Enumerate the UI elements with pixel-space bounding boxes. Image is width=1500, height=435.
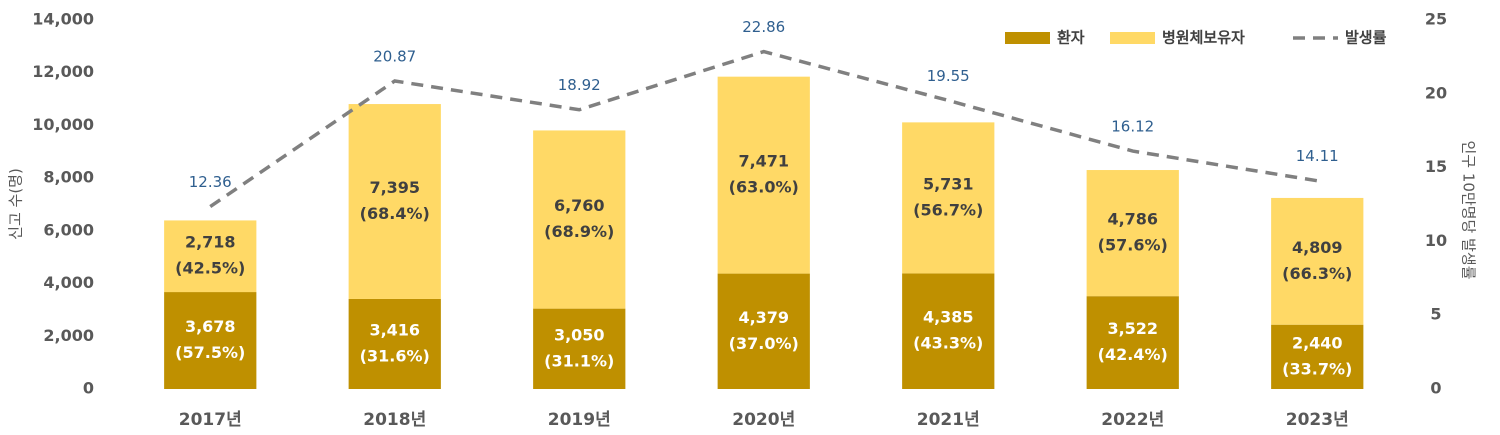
y2-axis-title: 인구 10만명당 발생률	[1460, 140, 1478, 279]
share-label: (57.5%)	[175, 343, 245, 362]
share-label: (37.0%)	[729, 334, 799, 353]
line	[209, 49, 1318, 209]
share-label: (31.1%)	[544, 351, 614, 370]
value-label: 5,731	[923, 174, 974, 193]
bar-segment	[164, 292, 257, 389]
share-label: (68.9%)	[544, 222, 614, 241]
value-label: 7,471	[738, 152, 789, 171]
x-tick-label: 2022년	[1101, 410, 1164, 430]
legend-label: 병원체보유자	[1162, 29, 1245, 47]
y-tick-label: 10,000	[32, 115, 94, 134]
x-tick-label: 2021년	[917, 410, 980, 430]
share-label: (56.7%)	[913, 200, 983, 219]
y-tick-label: 4,000	[43, 273, 94, 292]
y2-tick-label: 20	[1425, 83, 1447, 102]
share-label: (57.6%)	[1098, 236, 1168, 255]
bar-segment	[1086, 170, 1179, 297]
share-label: (42.5%)	[175, 259, 245, 278]
bar-segment	[348, 298, 441, 389]
bar-segment	[717, 76, 810, 274]
y2-tick-label: 25	[1425, 10, 1447, 29]
y-tick-label: 2,000	[43, 326, 94, 345]
x-tick-label: 2018년	[363, 410, 426, 430]
value-label: 3,416	[369, 320, 420, 339]
value-label: 3,678	[185, 317, 236, 336]
line-value-label: 20.87	[373, 47, 416, 65]
share-label: (42.4%)	[1098, 345, 1168, 364]
y2-tick-label: 15	[1425, 157, 1447, 176]
share-label: (66.3%)	[1282, 264, 1352, 283]
y2-tick-label: 5	[1430, 305, 1441, 324]
bar-segment	[902, 273, 995, 389]
y-tick-label: 12,000	[32, 62, 94, 81]
bar-segment	[717, 273, 810, 389]
share-label: (31.6%)	[360, 346, 430, 365]
x-tick-label: 2017년	[179, 410, 242, 430]
y2-tick-label: 10	[1425, 231, 1447, 250]
bar-segment	[533, 130, 626, 309]
value-label: 4,379	[738, 308, 789, 327]
value-label: 4,786	[1107, 210, 1158, 229]
bar-segment	[348, 104, 441, 299]
line-value-label: 18.92	[558, 76, 601, 94]
value-label: 3,522	[1107, 319, 1158, 338]
value-label: 2,440	[1292, 333, 1343, 352]
value-label: 6,760	[554, 196, 605, 215]
value-label: 2,718	[185, 233, 236, 252]
line-value-label: 19.55	[927, 67, 970, 85]
share-label: (33.7%)	[1282, 359, 1352, 378]
y-tick-label: 0	[83, 379, 94, 398]
legend-label: 환자	[1057, 29, 1085, 47]
bar-segment	[902, 122, 995, 274]
bar-segment	[1271, 197, 1364, 325]
line-value-label: 22.86	[742, 18, 785, 36]
bar-segment	[164, 220, 257, 293]
line-value-label: 14.11	[1296, 147, 1339, 165]
value-label: 7,395	[369, 178, 420, 197]
value-label: 3,050	[554, 325, 605, 344]
y-tick-label: 8,000	[43, 168, 94, 187]
value-label: 4,385	[923, 308, 974, 327]
x-tick-label: 2020년	[732, 410, 795, 430]
y2-tick-label: 0	[1430, 379, 1441, 398]
bar-segment	[1086, 296, 1179, 389]
legend-swatch	[1110, 32, 1155, 44]
bar-segment	[1271, 324, 1364, 389]
legend-label: 발생률	[1345, 29, 1387, 47]
x-tick-label: 2019년	[548, 410, 611, 430]
line-value-label: 16.12	[1111, 118, 1154, 136]
y-tick-label: 6,000	[43, 220, 94, 239]
y-axis-title: 신고 수(명)	[7, 168, 25, 240]
legend-swatch	[1005, 32, 1050, 44]
x-tick-label: 2023년	[1286, 410, 1349, 430]
line-value-label: 12.36	[189, 173, 232, 191]
share-label: (63.0%)	[729, 178, 799, 197]
share-label: (43.3%)	[913, 334, 983, 353]
value-label: 4,809	[1292, 238, 1343, 257]
share-label: (68.4%)	[360, 204, 430, 223]
y-tick-label: 14,000	[32, 10, 94, 29]
bar-segment	[533, 308, 626, 389]
